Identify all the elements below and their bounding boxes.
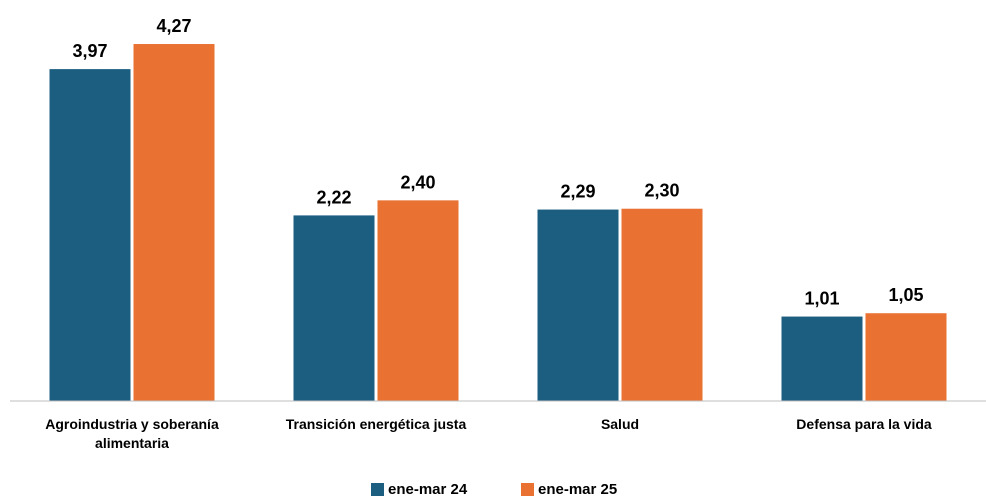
bar [293, 215, 375, 401]
value-label: 4,27 [156, 16, 191, 36]
bar [865, 313, 947, 401]
legend-item: ene-mar 24 [371, 481, 467, 498]
value-label: 3,97 [72, 41, 107, 61]
bar [537, 209, 619, 401]
value-label: 2,40 [400, 172, 435, 192]
legend-swatch [371, 483, 384, 496]
x-tick-label: Salud [600, 416, 640, 432]
bar [49, 69, 131, 401]
value-label: 1,01 [804, 289, 839, 309]
bar [781, 316, 863, 401]
x-tick-label: Transición energética justa [285, 416, 467, 432]
bar [621, 208, 703, 401]
legend-item: ene-mar 25 [521, 481, 617, 498]
legend-label: ene-mar 24 [388, 481, 468, 498]
x-tick-label: Agroindustria y soberanía alimentaria [45, 416, 219, 451]
bar [377, 200, 459, 401]
value-label: 1,05 [888, 285, 923, 305]
x-tick-label: Defensa para la vida [796, 416, 932, 432]
value-label: 2,30 [644, 181, 679, 201]
value-label: 2,29 [560, 182, 595, 202]
value-label: 2,22 [316, 187, 351, 207]
legend-swatch [521, 483, 534, 496]
bar [133, 44, 215, 401]
legend-label: ene-mar 25 [538, 481, 618, 498]
